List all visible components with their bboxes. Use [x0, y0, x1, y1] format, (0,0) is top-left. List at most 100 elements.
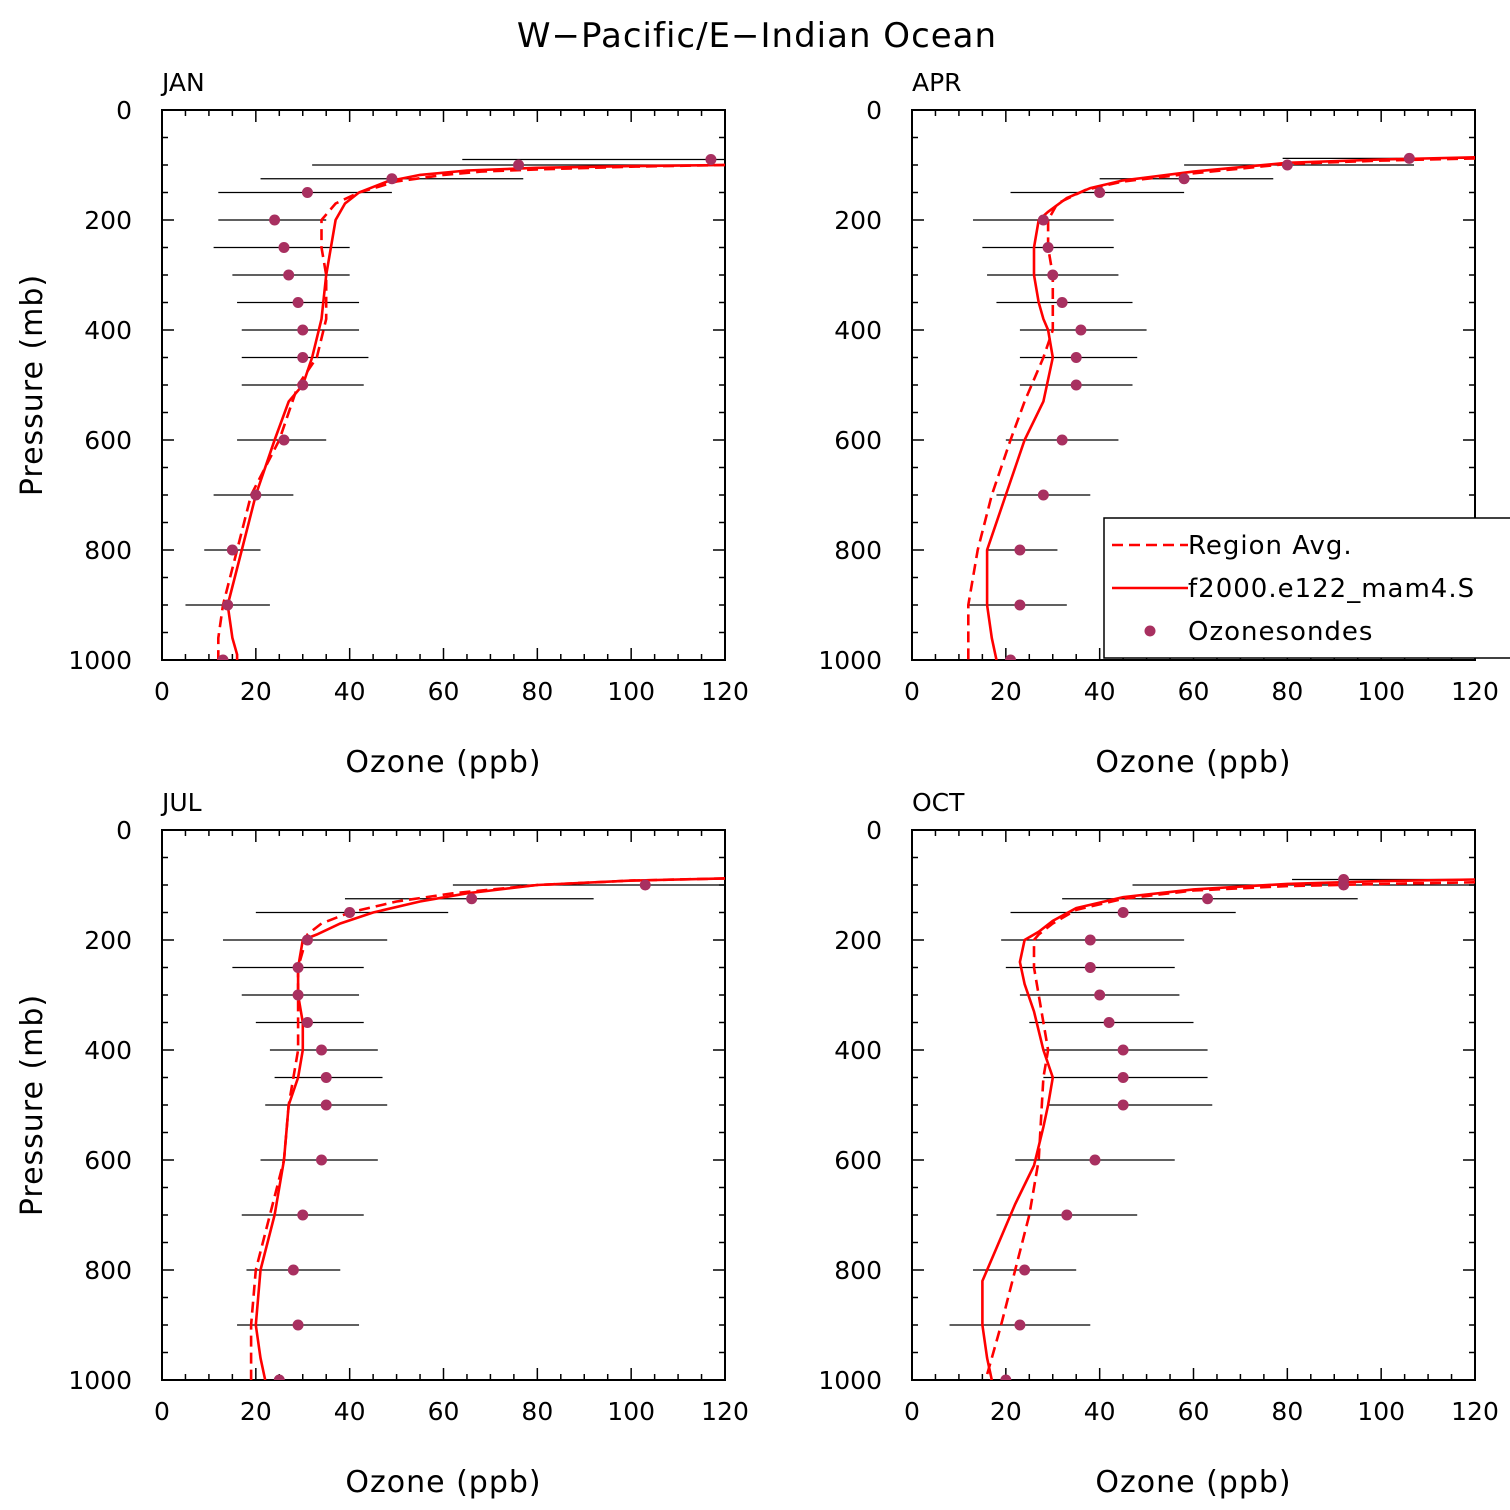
sonde-marker	[250, 489, 262, 501]
plot-area	[218, 877, 725, 1380]
sonde-marker	[1117, 1072, 1129, 1083]
x-tick-label: 0	[154, 677, 170, 706]
sonde-marker	[1014, 544, 1026, 556]
sonde-marker	[1281, 159, 1293, 171]
legend-item: f2000.e122_mam4.S	[1112, 574, 1475, 604]
legend-label: f2000.e122_mam4.S	[1188, 574, 1475, 604]
x-tick-label: 20	[990, 1397, 1022, 1426]
sonde-marker	[278, 434, 290, 446]
x-tick-label: 80	[1271, 677, 1303, 706]
plot-area	[940, 874, 1475, 1380]
y-tick-label: 1000	[818, 646, 882, 675]
x-tick-label: 80	[521, 677, 553, 706]
y-tick-label: 1000	[818, 1366, 882, 1395]
sonde-marker	[1178, 173, 1190, 185]
x-tick-label: 0	[904, 1397, 920, 1426]
y-tick-label: 200	[834, 926, 882, 955]
x-axis-label: Ozone (ppb)	[345, 745, 541, 780]
plot-area	[949, 152, 1475, 660]
x-tick-label: 20	[990, 677, 1022, 706]
sonde-marker	[1019, 1264, 1031, 1276]
sonde-marker	[316, 1044, 328, 1056]
sonde-marker	[1037, 214, 1049, 226]
sonde-marker	[1037, 489, 1049, 501]
sonde-marker	[292, 1319, 304, 1331]
y-tick-label: 400	[84, 316, 132, 345]
sonde-marker	[1061, 1209, 1073, 1221]
legend-label: Region Avg.	[1188, 531, 1353, 561]
x-tick-label: 100	[607, 1397, 655, 1426]
x-tick-label: 40	[334, 1397, 366, 1426]
panel-title: JAN	[160, 68, 205, 97]
y-tick-label: 600	[84, 1146, 132, 1175]
y-tick-label: 600	[834, 1146, 882, 1175]
sonde-marker	[1094, 989, 1106, 1001]
x-tick-label: 40	[334, 677, 366, 706]
y-axis-label: Pressure (mb)	[15, 994, 50, 1216]
sonde-marker	[466, 893, 478, 905]
x-tick-label: 40	[1084, 677, 1116, 706]
x-tick-label: 60	[1178, 677, 1210, 706]
x-tick-label: 120	[701, 1397, 749, 1426]
sonde-marker	[1089, 1154, 1101, 1166]
x-tick-label: 20	[240, 1397, 272, 1426]
sonde-marker	[1117, 1099, 1129, 1111]
sonde-marker	[386, 173, 398, 185]
sonde-marker	[297, 1209, 309, 1221]
y-tick-label: 0	[866, 96, 882, 125]
y-tick-label: 0	[866, 816, 882, 845]
y-tick-label: 400	[84, 1036, 132, 1065]
sonde-marker	[1047, 269, 1059, 281]
sonde-marker	[513, 159, 525, 171]
x-tick-label: 100	[1357, 677, 1405, 706]
y-tick-label: 0	[116, 96, 132, 125]
sonde-marker	[1042, 242, 1054, 253]
sonde-marker	[283, 269, 295, 281]
y-tick-label: 0	[116, 816, 132, 845]
sonde-marker	[320, 1099, 332, 1111]
sonde-marker	[1117, 1044, 1129, 1056]
y-tick-label: 200	[84, 206, 132, 235]
sonde-marker	[1084, 962, 1096, 973]
y-tick-label: 600	[834, 426, 882, 455]
region-avg-line	[217, 163, 725, 660]
sonde-marker	[297, 352, 309, 363]
y-tick-label: 400	[834, 316, 882, 345]
panel-title: JUL	[160, 788, 202, 817]
y-tick-label: 800	[84, 1256, 132, 1285]
sonde-marker	[1338, 879, 1350, 891]
panels-container: 0 20 40 60 80 100 12002004006008001000JANOzone…	[15, 68, 1510, 1500]
sonde-marker	[1070, 379, 1082, 391]
region-avg-line	[985, 881, 1475, 1380]
x-axis-label: Ozone (ppb)	[1095, 1465, 1291, 1500]
sonde-marker	[705, 154, 717, 165]
x-tick-label: 120	[701, 677, 749, 706]
sonde-marker	[217, 654, 229, 660]
sonde-marker	[1084, 934, 1096, 946]
x-tick-label: 0	[904, 677, 920, 706]
x-tick-label: 60	[428, 1397, 460, 1426]
x-tick-label: 80	[1271, 1397, 1303, 1426]
panel-jan: 0 20 40 60 80 100 120 0 200 400 600 800 1000 JAN Ozone…	[15, 68, 749, 780]
x-tick-label: 20	[240, 677, 272, 706]
panel-oct: 0 20 40 60 80 100 120 0 200 400 600 800 1000 OCT Ozone…	[818, 788, 1498, 1500]
sonde-marker	[297, 379, 309, 391]
y-tick-label: 1000	[68, 646, 132, 675]
model-line	[985, 156, 1475, 660]
sonde-marker	[1103, 1017, 1115, 1028]
sonde-marker	[316, 1154, 328, 1166]
sonde-marker	[1056, 297, 1068, 308]
sonde-marker	[1005, 654, 1017, 660]
sonde-marker	[292, 297, 304, 308]
y-tick-label: 1000	[68, 1366, 132, 1395]
legend-item: Region Avg.	[1112, 531, 1353, 561]
panel-title: OCT	[912, 788, 965, 817]
sonde-marker	[1075, 324, 1087, 336]
sonde-marker	[226, 544, 238, 556]
model-line	[254, 877, 725, 1380]
legend-item: Ozonesondes	[1144, 617, 1372, 647]
model-line	[226, 163, 725, 660]
sonde-marker	[301, 187, 313, 198]
x-tick-label: 40	[1084, 1397, 1116, 1426]
